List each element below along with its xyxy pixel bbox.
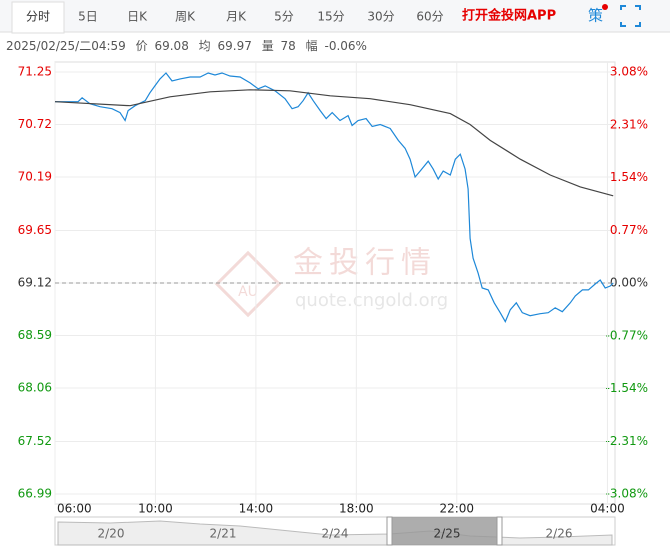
info-value: -0.06%	[324, 39, 366, 53]
navigator-handle[interactable]	[496, 516, 503, 546]
navigator-window	[392, 517, 497, 545]
price-line	[55, 72, 614, 323]
tab[interactable]: 15分	[317, 10, 344, 24]
y-tick-label: 66.99	[18, 487, 52, 501]
price-line	[54, 89, 614, 197]
navigator-date: 2/24	[322, 527, 349, 541]
y2-tick-label: 3.08%	[610, 65, 648, 79]
info-value: 78	[281, 39, 296, 53]
y-tick-label: 68.59	[18, 328, 52, 342]
navigator-date: 2/20	[98, 527, 125, 541]
y-tick-label: 70.72	[18, 117, 52, 131]
info-value: 69.08	[154, 39, 188, 53]
info-datetime: 2025/02/25/二04:59	[6, 39, 126, 53]
y2-tick-label: -3.08%	[606, 487, 648, 501]
x-tick-label: 18:00	[339, 502, 374, 516]
notify-dot	[602, 4, 608, 10]
y2-tick-label: -2.31%	[606, 434, 648, 448]
tab[interactable]: 30分	[367, 10, 394, 24]
y-tick-label: 69.12	[18, 276, 52, 290]
y-tick-label: 68.06	[18, 381, 52, 395]
x-tick-label: 06:00	[57, 502, 92, 516]
watermark: AU 金投行情 quote.cngold.org	[214, 246, 448, 318]
info-label: 幅	[306, 38, 318, 53]
watermark-url: quote.cngold.org	[295, 290, 448, 311]
y-tick-label: 71.25	[18, 65, 52, 79]
tab[interactable]: 月K	[226, 10, 247, 24]
y2-tick-label: 0.00%	[610, 276, 648, 290]
navigator-date: 2/21	[210, 527, 237, 541]
navigator: 2/20 2/21 2/24 2/25 2/26	[54, 516, 616, 546]
toolbar	[0, 0, 670, 32]
strategy-button[interactable]: 策	[588, 7, 603, 25]
info-label: 均	[199, 39, 211, 53]
x-tick-label: 10:00	[138, 502, 173, 516]
tab[interactable]: 分时	[26, 10, 50, 24]
navigator-date: 2/25	[434, 527, 461, 541]
watermark-name: 金投行情	[293, 246, 437, 281]
navigator-date: 2/26	[546, 527, 573, 541]
y2-tick-label: 1.54%	[610, 170, 648, 184]
active-tab	[11, 1, 65, 34]
watermark-logo	[214, 250, 282, 318]
info-label: 量	[262, 39, 274, 53]
y-tick-label: 69.65	[18, 223, 52, 237]
tab[interactable]: 60分	[416, 10, 443, 24]
info-label: 价	[136, 39, 148, 53]
x-tick-label: 04:00	[590, 502, 625, 516]
app-link[interactable]: 打开金投网APP	[462, 8, 556, 24]
tab[interactable]: 日K	[127, 10, 148, 24]
y2-tick-label: -1.54%	[606, 381, 648, 395]
info-value: 69.97	[218, 39, 252, 53]
fullscreen-button[interactable]	[620, 5, 641, 27]
watermark-logo-text: AU	[238, 284, 258, 300]
x-tick-label: 22:00	[439, 502, 474, 516]
tab[interactable]: 周K	[175, 10, 196, 24]
y-tick-label: 70.19	[18, 170, 52, 184]
y2-tick-label: -0.77%	[606, 328, 648, 342]
y-tick-label: 67.52	[18, 434, 52, 448]
tab[interactable]: 5分	[274, 10, 294, 24]
x-tick-label: 14:00	[239, 502, 274, 516]
info-line: 2025/02/25/二04:59 价 69.08 均 69.97 量 78 幅…	[6, 38, 367, 53]
navigator-handle[interactable]	[386, 516, 393, 546]
y2-tick-label: 2.31%	[610, 117, 648, 131]
y2-tick-label: 0.77%	[610, 223, 648, 237]
tab[interactable]: 5日	[78, 10, 98, 24]
